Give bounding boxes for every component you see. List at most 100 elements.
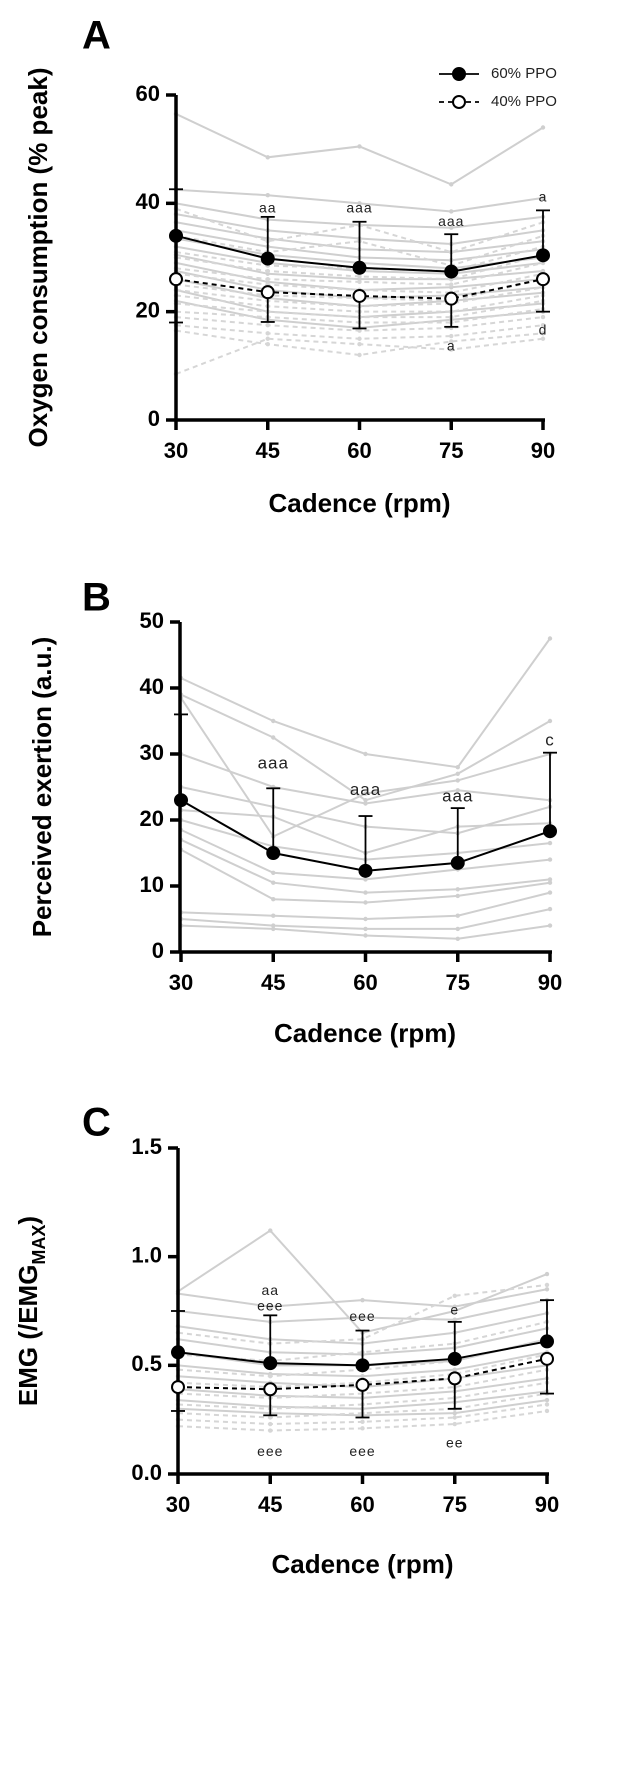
legend-label: 60% PPO [491, 65, 557, 82]
y-tick-label: 50 [140, 608, 164, 633]
individual-line-dashed [175, 329, 544, 357]
legend-label: 40% PPO [491, 93, 557, 110]
individual-point [449, 333, 454, 339]
legend: 60% PPO 40% PPO [439, 65, 557, 110]
individual-point [547, 636, 553, 641]
data-point [447, 1351, 462, 1366]
data-point [263, 1356, 278, 1371]
individual-point [449, 282, 454, 287]
x-tick-label: 75 [443, 1492, 467, 1517]
individual-point [544, 1402, 550, 1407]
x-tick-label: 45 [256, 438, 280, 463]
data-point [260, 251, 275, 266]
panel-letter: A [82, 14, 111, 58]
individual-point [268, 1428, 273, 1433]
individual-point [540, 314, 546, 320]
individual-point [547, 857, 553, 862]
significance-annotation: aa [259, 199, 277, 215]
x-tick-label: 45 [261, 970, 285, 995]
panel-letter: B [82, 576, 111, 620]
y-axis-title-subscript: MAX [29, 1225, 49, 1265]
significance-annotation: aaa [442, 786, 473, 805]
individual-point [268, 1228, 273, 1233]
data-point [169, 272, 183, 287]
y-tick-label: 0 [148, 406, 160, 431]
significance-annotation: eee [257, 1443, 283, 1459]
individual-point [360, 1374, 365, 1379]
x-tick-label: 30 [169, 970, 193, 995]
y-tick-label: 10 [140, 872, 164, 897]
individual-point [268, 1304, 273, 1309]
individual-point [357, 201, 362, 206]
series-dashed [171, 1351, 554, 1419]
data-point [536, 248, 550, 263]
individual-line [175, 113, 544, 186]
individual-point [360, 1315, 365, 1320]
significance-annotation: eee [257, 1297, 283, 1313]
y-tick-label: 0 [152, 938, 164, 963]
data-point [355, 1377, 370, 1392]
individual-point [449, 182, 454, 187]
x-axis-title: Cadence (rpm) [274, 1018, 456, 1048]
individual-point [363, 890, 368, 895]
individual-point [547, 890, 553, 895]
individual-point [449, 347, 454, 352]
individual-point [452, 1317, 457, 1322]
panel-c: C 0.0 0.5 1.0 1.5 30 45 60 75 90 Cadence (rpm) EMG … [13, 1101, 559, 1579]
individual-point [455, 887, 460, 892]
individual-point [547, 880, 553, 885]
individual-point [265, 331, 270, 336]
individual-point [265, 155, 270, 160]
data-point [540, 1334, 554, 1349]
individual-point [363, 801, 368, 806]
individual-line-dashed [177, 1320, 548, 1362]
data-point [540, 1351, 554, 1366]
x-axis-title: Cadence (rpm) [271, 1549, 453, 1579]
significance-annotation: aaa [346, 199, 372, 215]
data-point [174, 793, 188, 808]
individual-point [360, 1426, 365, 1431]
individual-line-dashed [177, 1283, 548, 1345]
data-point [266, 846, 281, 860]
legend-marker [452, 67, 466, 81]
individual-point [452, 1415, 457, 1420]
significance-annotation: c [545, 730, 555, 749]
significance-annotation: eee [349, 1308, 375, 1324]
individual-point [449, 339, 454, 344]
y-tick-label: 1.5 [131, 1134, 162, 1159]
individual-point [271, 926, 276, 932]
individual-point [452, 1293, 457, 1298]
significance-annotation: aaa [350, 780, 381, 799]
individual-point [544, 1271, 550, 1277]
individual-point [265, 276, 270, 282]
individual-point [357, 352, 362, 358]
significance-annotation: d [539, 321, 548, 337]
x-tick-label: 90 [535, 1492, 559, 1517]
significance-annotation: ee [446, 1434, 464, 1450]
individual-point [363, 933, 368, 938]
data-point [169, 228, 183, 243]
y-tick-label: 20 [136, 297, 160, 322]
data-point [260, 285, 275, 300]
series-dashed [169, 272, 550, 330]
individual-point [357, 144, 362, 149]
individual-point [268, 1421, 273, 1427]
panel-b: B 0 10 20 30 40 50 30 45 60 75 90 Cadence (rpm) Perce… [27, 576, 562, 1048]
individual-point [449, 209, 454, 214]
individual-point [271, 923, 276, 928]
individual-line [180, 891, 551, 921]
data-point [536, 272, 550, 287]
x-tick-label: 75 [446, 970, 470, 995]
individual-point [540, 323, 546, 328]
individual-point [547, 906, 553, 912]
y-axis-title: EMG (/EMGMAX) [13, 1216, 49, 1406]
data-point [447, 1371, 462, 1386]
individual-point [547, 840, 553, 846]
individual-line [180, 637, 551, 769]
individual-point [455, 936, 460, 941]
individual-point [357, 274, 362, 279]
y-tick-label: 30 [140, 740, 164, 765]
individual-point [452, 1421, 457, 1427]
individual-point [360, 1419, 365, 1425]
y-tick-label: 40 [136, 189, 160, 214]
